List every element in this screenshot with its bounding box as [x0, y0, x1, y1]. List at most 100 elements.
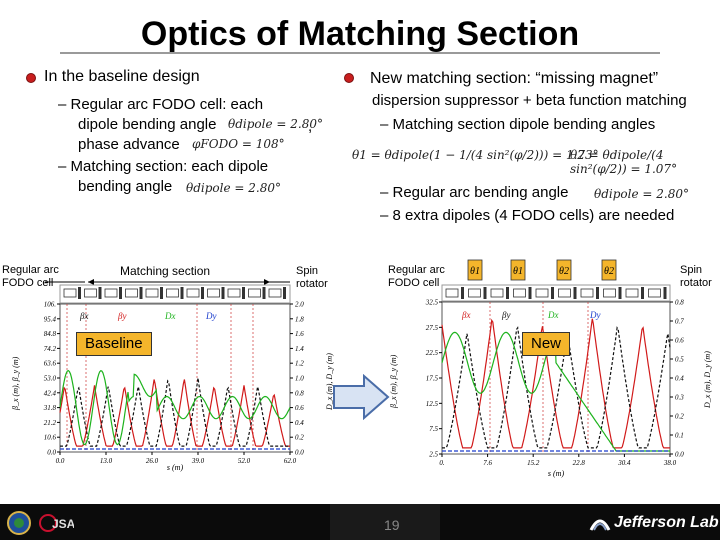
left-line-2: dipole bending angle — [78, 116, 217, 133]
right-ytick-label: 27.5 — [426, 324, 439, 332]
right-y2tick-label: 0.8 — [675, 299, 684, 307]
dipole-magnet — [580, 288, 594, 298]
right-line-2: – Matching section dipole bending angles — [380, 116, 656, 133]
left-line-3: phase advance — [78, 136, 180, 153]
left-plot-curves: βx βy Dx Dy — [59, 304, 291, 452]
left-x-label: s (m) — [167, 463, 184, 472]
bullet-icon — [344, 73, 354, 83]
quad-magnet — [221, 287, 225, 299]
transition-arrow-icon — [333, 374, 390, 420]
left-ytick-label: 53.0 — [44, 375, 57, 383]
arrowhead-icon — [264, 279, 270, 285]
dipole-magnet — [603, 288, 616, 298]
right-xtick-label: 38.0 — [663, 459, 677, 467]
right-line-1: dispersion suppressor + beta function ma… — [372, 92, 687, 109]
left-plot-label-arc: Regular arc FODO cell — [2, 264, 59, 290]
jsa-logo-icon: JSA — [39, 514, 74, 532]
right-lattice-strip — [441, 284, 671, 302]
jlab-logo-icon — [589, 519, 611, 531]
right-ytick-label: 2.5 — [429, 451, 438, 459]
svg-text:JSA: JSA — [52, 517, 74, 531]
theta-box-label: θ1 — [513, 266, 523, 277]
right-plot-label-arc-line2: FODO cell — [388, 277, 440, 289]
footer-page-area — [330, 504, 440, 540]
left-ytick-label: 74.2 — [44, 345, 57, 353]
left-line-4: – Matching section: each dipole — [58, 158, 269, 175]
left-plot-area — [59, 303, 291, 453]
left-xtick-label: 13.0 — [100, 457, 113, 465]
quad-magnet — [461, 287, 464, 299]
quad-magnet — [483, 287, 487, 299]
right-y2tick-label: 0.4 — [675, 375, 684, 383]
doe-seal-icon — [7, 511, 31, 535]
left-xtick-label: 26.0 — [146, 457, 159, 465]
quad-magnet — [139, 287, 143, 299]
theta-box — [467, 259, 483, 281]
right-y2tick-label: 0.6 — [675, 337, 684, 345]
left-ytick-label: 31.8 — [43, 404, 57, 412]
right-line-3: – Regular arc bending angle — [380, 184, 569, 201]
quad-magnet — [242, 287, 245, 299]
left-comma: , — [308, 118, 313, 135]
left-xtick-label: 39.0 — [191, 457, 205, 465]
arrowhead-icon — [88, 279, 94, 285]
right-ytick-label: 32.5 — [425, 299, 439, 307]
dipole-magnet — [468, 288, 481, 298]
quad-magnet — [160, 287, 163, 299]
theta-box-label: θ2 — [604, 266, 614, 277]
curve-disp-x — [59, 369, 291, 446]
right-plot-axes: 0. 7.6 15.2 22.8 30.4 38.0 32.5 27.5 22.5 17.5 12.… — [425, 299, 685, 468]
right-plot-area — [441, 301, 671, 455]
left-lattice-magnets — [63, 287, 286, 299]
left-legend-label: Dx — [164, 311, 176, 321]
right-plot-curves: βx βy Dx Dy — [441, 302, 671, 454]
dipole-magnet — [445, 288, 459, 298]
left-line-5: bending angle — [78, 178, 173, 195]
new-label: New — [522, 332, 571, 356]
left-y2tick-label: 0.4 — [295, 419, 304, 427]
footer-bar: JSA 19 Jefferson Lab — [0, 504, 720, 540]
right-ytick-label: 17.5 — [426, 375, 439, 383]
quad-magnet — [551, 287, 554, 299]
right-ytick-label: 12.5 — [426, 400, 439, 408]
quad-magnet — [98, 287, 102, 299]
left-y2tick-label: 1.4 — [295, 345, 304, 353]
dipole-magnet — [248, 288, 261, 298]
dipole-magnet — [513, 288, 526, 298]
left-ytick-label: 106. — [44, 301, 57, 309]
dipole-magnet — [186, 288, 200, 298]
right-xtick-label: 0. — [439, 459, 445, 467]
right-x-label: s (m) — [548, 469, 565, 478]
title-underline — [60, 52, 660, 54]
left-legend-label: βx — [79, 311, 88, 321]
curve-beta-y — [442, 326, 671, 449]
left-ytick-label: 42.4 — [44, 389, 57, 397]
right-y2-label: D_x (m), D_y (m) — [703, 351, 712, 409]
left-plot-label-matching: Matching section — [120, 264, 211, 278]
left-y-label: β_x (m), β_y (m) — [11, 356, 20, 411]
right-lattice-magnets — [445, 287, 667, 299]
left-eq-theta-dipole: θdipole = 2.80° — [228, 117, 323, 131]
theta-box — [556, 259, 572, 281]
dipole-magnet — [125, 288, 138, 298]
left-ytick-label: 63.6 — [44, 360, 57, 368]
left-lattice-strip — [59, 284, 291, 304]
left-plot-label-spin-line2: rotator — [296, 278, 328, 290]
right-y2tick-label: 0.0 — [675, 451, 684, 459]
left-ytick-label: 95.4 — [44, 315, 57, 323]
right-plot-label-arc: Regular arc FODO cell — [388, 264, 445, 290]
right-eq-theta-dipole: θdipole = 2.80° — [594, 187, 689, 201]
left-plot-label-spin-line1: Spin — [296, 265, 319, 277]
theta-box-label: θ1 — [470, 266, 480, 277]
right-plot-label-arc-line1: Regular arc — [388, 264, 445, 276]
dipole-magnet — [104, 288, 118, 298]
right-plot-label-spin-line1: Spin — [680, 264, 703, 276]
left-y2tick-label: 0.6 — [295, 404, 304, 412]
right-heading-main: New matching section: — [370, 70, 536, 87]
dipole-magnet — [207, 288, 220, 298]
dipole-magnet — [63, 288, 77, 298]
quad-magnet — [528, 287, 532, 299]
left-legend-label: Dy — [205, 311, 217, 321]
theta-boxes: θ1 θ1 θ2 θ2 — [467, 259, 617, 281]
dipole-magnet — [648, 288, 661, 298]
